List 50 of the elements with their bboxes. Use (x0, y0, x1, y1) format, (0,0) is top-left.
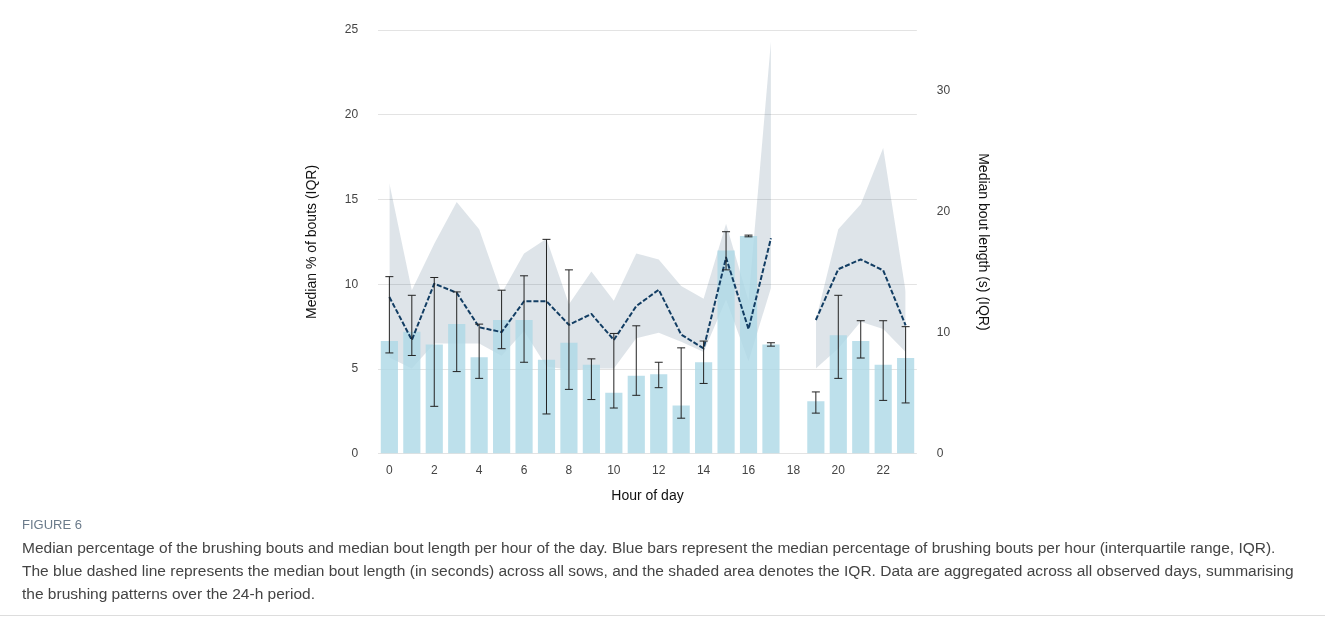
x-axis-title: Hour of day (611, 487, 684, 504)
x-tick-label: 14 (696, 463, 711, 478)
y-tick-label: 15 (344, 191, 359, 206)
x-tick-label: 10 (607, 463, 621, 478)
y2-tick-label: 20 (936, 203, 951, 218)
x-tick-label: 4 (475, 463, 483, 478)
y-tick-label: 5 (351, 361, 359, 376)
y-tick-label: 0 (351, 446, 359, 461)
bar (470, 357, 488, 454)
bar (695, 362, 713, 454)
bar (425, 344, 443, 454)
bar (380, 341, 398, 454)
y-tick-label: 25 (344, 22, 359, 37)
bar (537, 359, 556, 454)
bar (874, 364, 892, 454)
bar (807, 401, 825, 454)
x-tick-label: 12 (652, 463, 666, 478)
y2-axis-title: Median bout length (s) (IQR) (975, 153, 992, 331)
bar (829, 335, 847, 454)
x-tick-label: 16 (741, 463, 756, 478)
bar (672, 405, 690, 454)
bar (560, 342, 578, 454)
x-tick-label: 18 (786, 463, 801, 478)
x-tick-label: 22 (876, 463, 891, 478)
bar (650, 374, 668, 454)
x-tick-label: 0 (386, 463, 394, 478)
y2-tick-label: 30 (936, 82, 951, 97)
x-tick-label: 20 (831, 463, 846, 478)
y2-tick-label: 10 (936, 325, 951, 340)
x-tick-label: 6 (520, 463, 528, 478)
bar (493, 319, 511, 454)
bar (403, 331, 421, 454)
y-axis-title: Median % of bouts (IQR) (303, 164, 320, 319)
y2-tick-label: 0 (936, 446, 944, 461)
bar (582, 364, 600, 454)
y-tick-label: 20 (344, 107, 359, 122)
bar (897, 358, 915, 454)
x-tick-label: 8 (565, 463, 573, 478)
text: Median percentage of the brushing bouts and median bout length per hour of the day. Blue bars represent the median percentage of brushing bouts per hour (interquartile range, IQR). The blue dashed line represents the median bout length (in seconds) across all sows, and the shaded area denotes the IQR. Data are aggregated across all observed days, summarising the brushing patterns over the 24-h period. (22, 538, 1295, 604)
bar (762, 344, 780, 454)
bar (448, 324, 466, 454)
bar (627, 375, 645, 454)
x-tick-label: 2 (430, 463, 438, 478)
bar (717, 250, 735, 454)
bar (739, 235, 758, 454)
bar (852, 341, 870, 454)
y-tick-label: 10 (344, 276, 359, 291)
bar (605, 392, 623, 454)
caption: FIGURE 6 (22, 517, 83, 532)
bar (515, 319, 533, 454)
